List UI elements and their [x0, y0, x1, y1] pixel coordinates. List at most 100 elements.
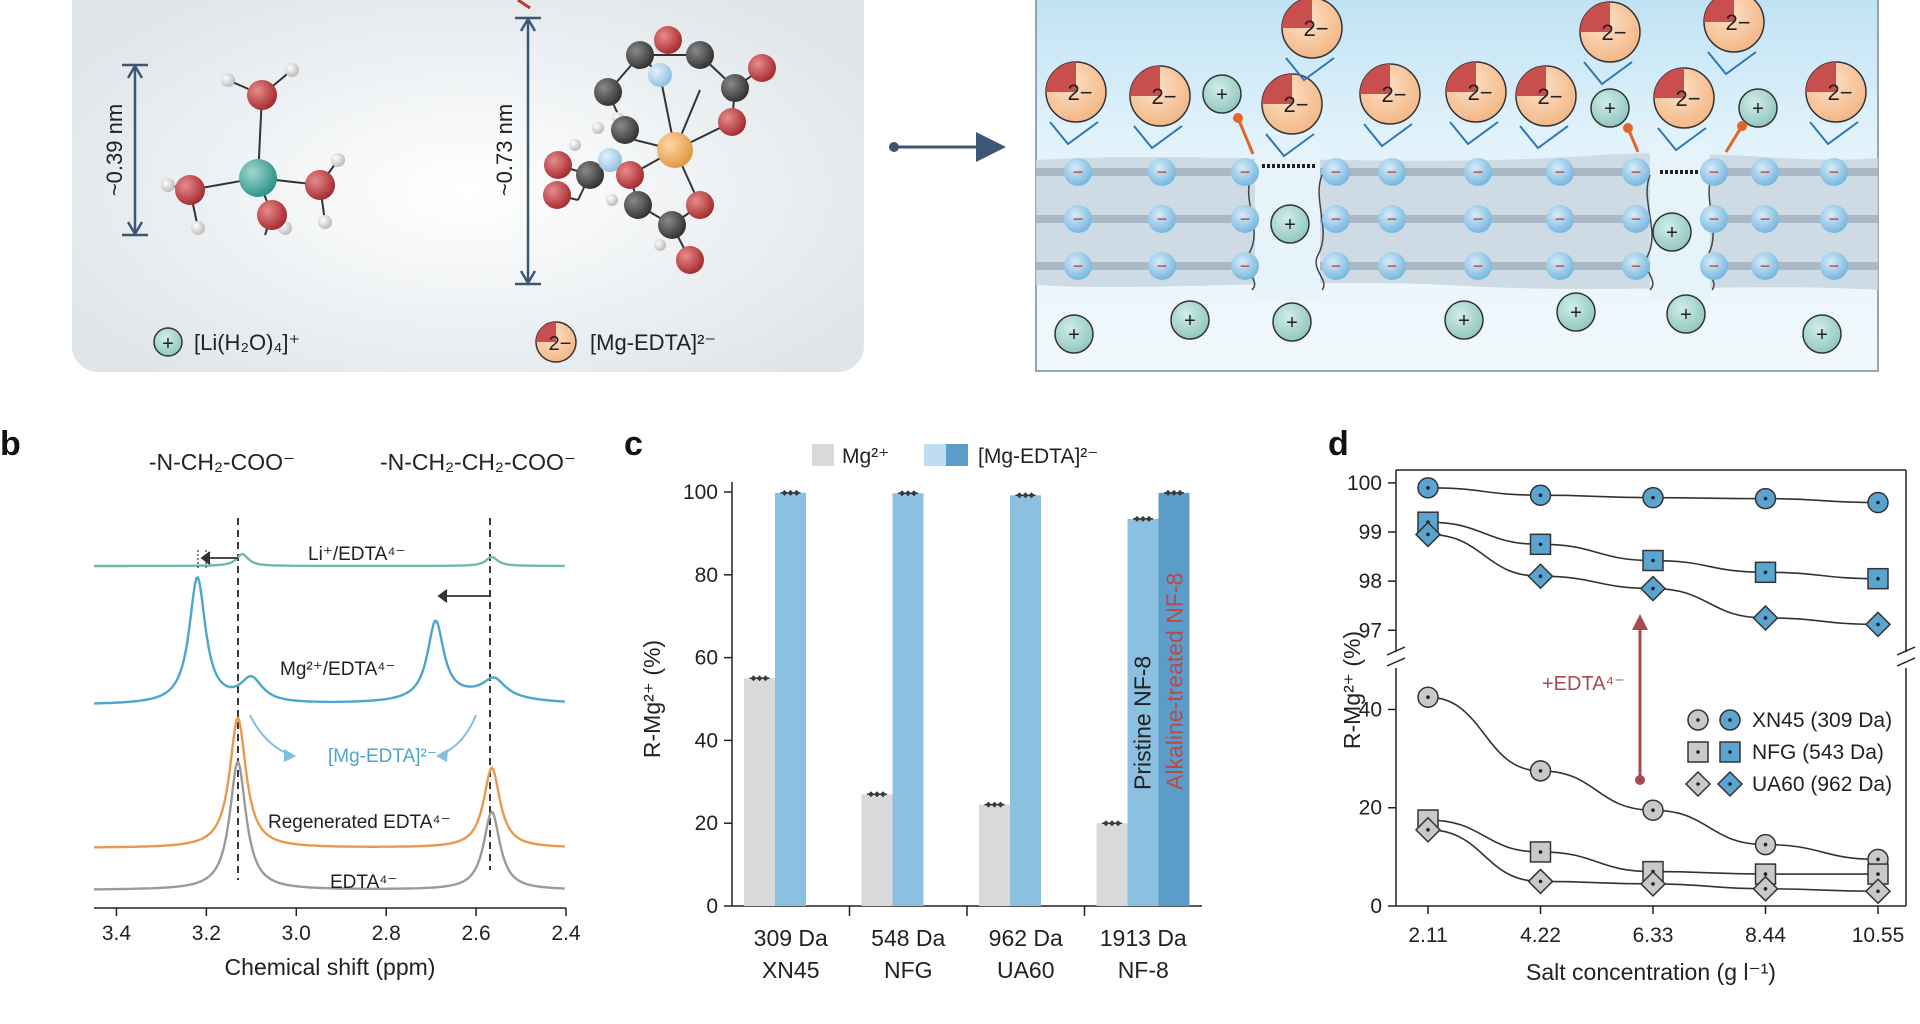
membrane-charge: −: [1148, 205, 1176, 233]
svg-text:+: +: [1570, 302, 1582, 324]
c-x-label-line1: 1913 Da: [1100, 925, 1187, 951]
data-point: [991, 801, 998, 808]
legend-marker-plain: [1684, 770, 1712, 798]
dimension-mg: [515, 16, 541, 286]
legend-marker-plain: [1687, 741, 1709, 763]
c-y-tick-label: 80: [695, 564, 718, 587]
mg-edta-ion: 2−: [1445, 61, 1507, 146]
data-point: [1103, 820, 1109, 827]
data-point: [1165, 489, 1171, 496]
data-point: [985, 801, 992, 808]
li-ion: +: [1738, 88, 1778, 128]
svg-text:+: +: [1752, 98, 1764, 120]
svg-text:−: −: [1829, 256, 1840, 276]
bar-mg: [1096, 823, 1128, 906]
svg-text:+: +: [1666, 222, 1678, 244]
trace-li: [94, 552, 565, 568]
red-arrow-tip: [517, 0, 531, 10]
d-y-tick-label: 40: [1359, 698, 1382, 721]
dim-mg-label: ~0.73 nm: [492, 104, 517, 196]
axis-break-left: [1386, 646, 1406, 667]
mg-edta-ion: 2−: [1045, 61, 1107, 146]
svg-text:2−: 2−: [1151, 84, 1176, 109]
legend-mg-text: [Mg-EDTA]²⁻: [590, 330, 716, 355]
b-x-tick-label: 3.0: [282, 922, 311, 945]
membrane-charge: −: [1231, 205, 1259, 233]
d-y-tick-label: 20: [1359, 797, 1382, 820]
svg-text:−: −: [1829, 162, 1840, 182]
legend-edta-label: [Mg-EDTA]²⁻: [978, 445, 1098, 468]
transport-arrow: [1724, 121, 1747, 153]
data-point: [750, 675, 757, 682]
point-without-edta: [1642, 799, 1664, 821]
membrane-charge: −: [1546, 158, 1574, 186]
data-point: [1016, 492, 1023, 499]
svg-text:−: −: [1555, 256, 1566, 276]
edta-annotation: +EDTA⁴⁻: [1542, 673, 1625, 695]
point-without-edta: [1529, 760, 1552, 782]
data-point: [1134, 515, 1140, 522]
b-x-label: Chemical shift (ppm): [225, 954, 436, 980]
svg-text:−: −: [1555, 209, 1566, 229]
connector-arrow: [889, 132, 1006, 162]
data-point: [1171, 489, 1177, 496]
svg-text:−: −: [1473, 162, 1484, 182]
group1-label: -N-CH₂-COO⁻: [149, 449, 295, 475]
membrane-charge: −: [1622, 205, 1650, 233]
b-x-tick-label: 2.6: [461, 922, 490, 945]
legend-mg-label: Mg²⁺: [842, 445, 889, 468]
li-ion: +: [1272, 302, 1312, 342]
svg-text:−: −: [1631, 162, 1642, 182]
group2-label: -N-CH₂-CH₂-COO⁻: [380, 449, 576, 475]
point-with-edta: [1529, 533, 1552, 556]
dim-li-label: ~0.39 nm: [102, 104, 127, 196]
svg-text:+: +: [1184, 310, 1196, 332]
legend-mg: 2− [Mg-EDTA]²⁻: [535, 321, 716, 363]
mg-edta-ion: 2−: [1261, 73, 1323, 158]
panel-c: c Mg²⁺ [Mg-EDTA]²⁻ 0 20 40 60 80 100 R-Mg²⁺ (%)…: [624, 425, 1202, 983]
membrane-schematic: − − − − − − − − − − − − − − − − − − − − − − − − − − − − − − − − − 2− 2− 2−…: [1035, 0, 1879, 372]
svg-text:−: −: [1631, 256, 1642, 276]
trace-mg: [94, 575, 565, 705]
c-x-label-line2: UA60: [997, 957, 1055, 983]
d-y-tick-label: 99: [1359, 521, 1382, 544]
mg-edta-ion: 2−: [1281, 0, 1343, 82]
svg-text:−: −: [1555, 162, 1566, 182]
edta-arrow-head: [1632, 614, 1648, 630]
li-hydrate-molecule: [161, 63, 345, 236]
axis-break-right: [1896, 646, 1916, 667]
trace-regen: [94, 716, 565, 849]
svg-text:2−: 2−: [1381, 82, 1406, 107]
li-ion: +: [1270, 204, 1310, 244]
panel-d: d 97 98 99 100 0 20 40 2.11 4.22 6.33 8.44 10.55 Sal…: [1328, 425, 1916, 985]
data-point: [874, 791, 880, 798]
d-y-tick-label: 97: [1359, 619, 1382, 642]
shift-arrows: [200, 551, 490, 603]
d-x-tick-label: 10.55: [1852, 924, 1905, 947]
point-with-edta: [1527, 563, 1554, 590]
svg-text:−: −: [1760, 256, 1771, 276]
svg-text:−: −: [1240, 209, 1251, 229]
mg-edta-ion: 2−: [1579, 1, 1641, 86]
bar-mg: [979, 804, 1010, 906]
transport-arrow: [1233, 113, 1255, 155]
d-x-tick-label: 4.22: [1520, 924, 1561, 947]
li-ion: +: [1802, 314, 1842, 354]
svg-text:2−: 2−: [1601, 20, 1626, 45]
mg-edta-ion: 2−: [1653, 67, 1715, 152]
membrane-charge: −: [1700, 158, 1728, 186]
svg-text:−: −: [1157, 209, 1168, 229]
membrane-charge: −: [1464, 158, 1492, 186]
point-without-edta: [1754, 863, 1777, 885]
panel-a: ~0.39 nm ~0.73 nm: [72, 0, 1879, 372]
membrane-charge: −: [1700, 205, 1728, 233]
svg-text:2−: 2−: [1283, 92, 1308, 117]
membrane-charge: −: [1378, 252, 1406, 280]
svg-text:2−: 2−: [1467, 80, 1492, 105]
d-y-label: R-Mg²⁺ (%): [1339, 631, 1365, 749]
svg-text:−: −: [1387, 162, 1398, 182]
membrane-charge: −: [1546, 252, 1574, 280]
point-with-edta: [1752, 604, 1779, 632]
c-x-label-line1: 309 Da: [754, 925, 828, 951]
point-with-edta: [1867, 567, 1889, 590]
